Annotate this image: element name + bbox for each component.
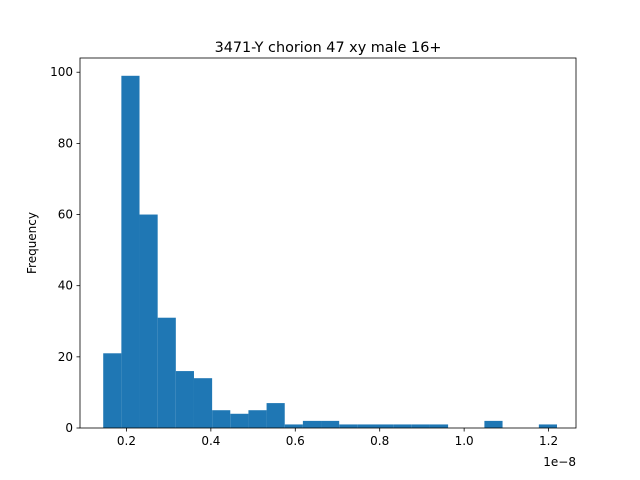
histogram-bar [212, 410, 231, 428]
histogram-bar [538, 424, 558, 428]
y-tick-label: 20 [58, 350, 73, 364]
x-tick-label: 1.2 [539, 434, 558, 448]
y-axis-label: Frequency [25, 212, 39, 274]
histogram-bar [429, 424, 449, 428]
x-tick-label: 0.4 [201, 434, 220, 448]
bars-group [103, 75, 558, 429]
y-tick-label: 100 [50, 65, 73, 79]
histogram-bar [357, 424, 376, 428]
histogram-bar [375, 424, 394, 428]
x-tick-label: 0.8 [370, 434, 389, 448]
histogram-bar [393, 424, 412, 428]
histogram-bar [248, 410, 267, 428]
plot-frame [79, 57, 577, 429]
histogram-bar [193, 378, 213, 428]
histogram-bar [411, 424, 430, 428]
histogram-bar [139, 214, 158, 428]
histogram-bar [121, 75, 140, 429]
x-axis: 0.2 0.4 0.6 0.8 1.0 1.2 [117, 428, 558, 448]
y-tick-label: 60 [58, 208, 73, 222]
histogram-bar [284, 424, 303, 428]
x-offset-label: 1e−8 [543, 455, 576, 469]
x-tick-label: 1.0 [455, 434, 474, 448]
histogram-bar [157, 317, 176, 428]
histogram-bar [266, 403, 285, 428]
y-tick-label: 40 [58, 279, 73, 293]
histogram-bar [175, 371, 194, 428]
histogram-bar [302, 420, 322, 428]
histogram-bar [230, 413, 249, 428]
x-tick-label: 0.6 [286, 434, 305, 448]
histogram-bar [339, 424, 358, 428]
y-tick-label: 0 [65, 421, 73, 435]
x-tick-label: 0.2 [117, 434, 136, 448]
y-axis: 0 20 40 60 80 100 [50, 65, 80, 435]
y-tick-label: 80 [58, 136, 73, 150]
histogram-bar [103, 353, 122, 428]
histogram-bar [484, 420, 503, 428]
histogram-bar [321, 420, 340, 428]
chart-title: 3471-Y chorion 47 xy male 16+ [215, 40, 442, 56]
